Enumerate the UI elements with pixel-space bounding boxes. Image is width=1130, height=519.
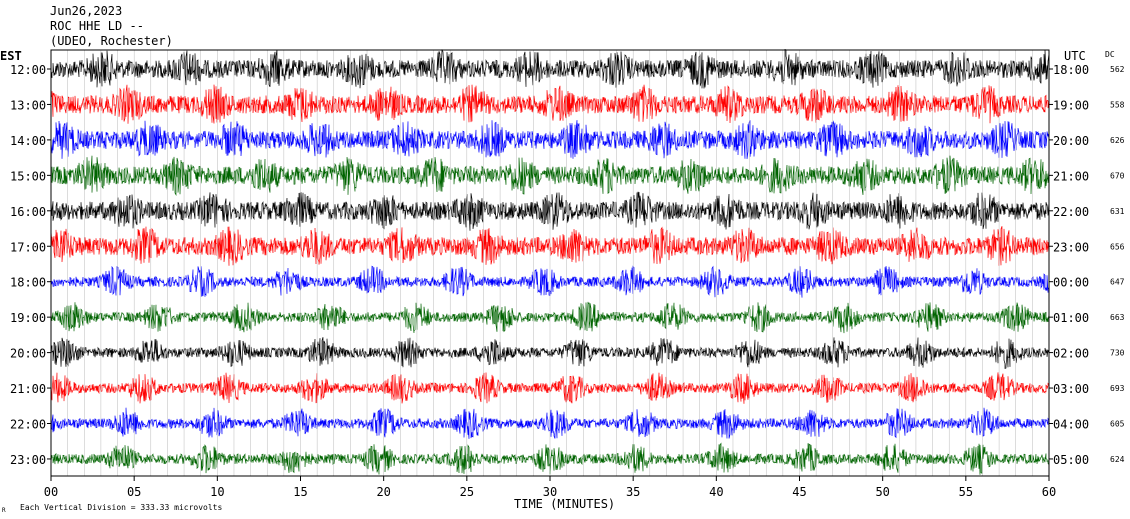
trace-line-2200 [50,407,1050,439]
x-tick-label: 35 [626,485,640,499]
trace-line-1800 [50,265,1050,298]
x-tick-label: 25 [460,485,474,499]
utc-tick-label: 03:00 [1053,382,1089,396]
utc-tick-label: 02:00 [1053,347,1089,361]
est-tick-label: 22:00 [10,418,46,432]
x-tick-label: 60 [1042,485,1056,499]
x-tick-label: 55 [959,485,973,499]
est-tick-label: 12:00 [10,63,46,77]
station-label: ROC HHE LD -- [50,19,144,33]
dc-value-label: 693 [1110,384,1125,393]
est-tick-label: 15:00 [10,169,46,183]
left-timezone-label: EST [0,49,22,63]
right-timezone-label: UTC [1064,49,1086,63]
utc-tick-label: 23:00 [1053,240,1089,254]
dc-value-label: 647 [1110,278,1125,287]
x-tick-label: 50 [875,485,889,499]
trace-line-1500 [50,155,1050,196]
dc-value-label: 624 [1110,455,1125,464]
utc-tick-label: 19:00 [1053,98,1089,112]
dc-value-label: 626 [1110,136,1125,145]
est-tick-label: 23:00 [10,453,46,467]
dc-value-label: 663 [1110,313,1125,322]
x-tick-label: 00 [44,485,58,499]
dc-value-label: 605 [1110,420,1125,429]
corner-mark: R [2,507,6,514]
dc-value-label: 558 [1110,100,1125,109]
est-tick-label: 21:00 [10,382,46,396]
x-tick-label: 20 [376,485,390,499]
dc-value-label: 730 [1110,349,1125,358]
est-tick-label: 17:00 [10,240,46,254]
utc-tick-label: 04:00 [1053,418,1089,432]
utc-tick-label: 01:00 [1053,311,1089,325]
est-tick-label: 18:00 [10,276,46,290]
x-axis-title: TIME (MINUTES) [514,497,615,511]
network-label: (UDEO, Rochester) [50,34,173,48]
utc-tick-label: 05:00 [1053,453,1089,467]
utc-tick-label: 21:00 [1053,169,1089,183]
dc-value-label: 670 [1110,171,1125,180]
x-tick-label: 05 [127,485,141,499]
dc-value-label: 562 [1110,65,1125,74]
x-tick-label: 15 [293,485,307,499]
date-label: Jun26,2023 [50,4,123,18]
utc-tick-label: 22:00 [1053,205,1089,219]
utc-tick-label: 00:00 [1053,276,1089,290]
x-tick-label: 10 [210,485,224,499]
est-tick-label: 14:00 [10,134,46,148]
est-tick-label: 19:00 [10,311,46,325]
utc-tick-label: 18:00 [1053,63,1089,77]
scale-note: Each Vertical Division = 333.33 microvol… [20,503,222,512]
dc-value-label: 631 [1110,207,1125,216]
x-tick-label: 45 [792,485,806,499]
est-tick-label: 20:00 [10,347,46,361]
minute-gridlines [67,50,1033,476]
dc-header-label: DC [1105,50,1115,59]
x-tick-label: 40 [709,485,723,499]
utc-tick-label: 20:00 [1053,134,1089,148]
x-tick-label: 30 [543,485,557,499]
est-tick-label: 16:00 [10,205,46,219]
axis-labels: EST UTC DC TIME (MINUTES) Each Vertical … [0,49,1125,514]
dc-value-label: 656 [1110,242,1125,251]
est-tick-label: 13:00 [10,98,46,112]
